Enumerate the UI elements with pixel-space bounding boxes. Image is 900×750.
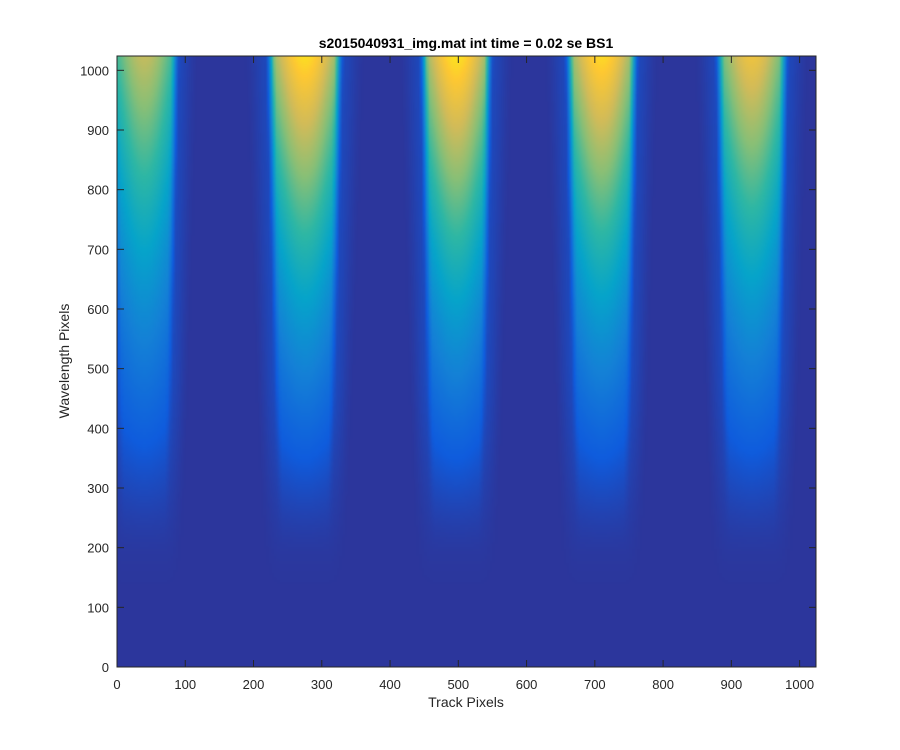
y-tick-label: 300	[87, 481, 109, 496]
x-tick-label: 1000	[785, 677, 814, 692]
y-tick-label: 900	[87, 123, 109, 138]
y-tick-label: 700	[87, 242, 109, 257]
y-tick-label: 600	[87, 302, 109, 317]
x-tick-label: 0	[113, 677, 120, 692]
y-tick-label: 800	[87, 183, 109, 198]
x-tick-label: 900	[721, 677, 743, 692]
y-tick-label: 500	[87, 362, 109, 377]
x-tick-label: 800	[652, 677, 674, 692]
y-tick-label: 100	[87, 600, 109, 615]
x-axis: 0 100 200 300 400 500 600 700 800 900 1000	[113, 56, 814, 692]
x-tick-label: 500	[447, 677, 469, 692]
y-tick-label: 0	[102, 660, 109, 675]
plot-area	[116, 55, 817, 668]
y-tick-label: 400	[87, 421, 109, 436]
y-tick-label: 200	[87, 541, 109, 556]
x-tick-label: 200	[243, 677, 265, 692]
y-axis: 0 100 200 300 400 500 600 700 800 900 1000	[80, 63, 816, 675]
y-axis-label: Wavelength Pixels	[56, 304, 72, 419]
x-tick-label: 700	[584, 677, 606, 692]
x-axis-label: Track Pixels	[428, 694, 504, 710]
heatmap-image	[117, 56, 816, 667]
plot-border	[116, 55, 817, 668]
x-tick-label: 600	[516, 677, 538, 692]
chart-title: s2015040931_img.mat int time = 0.02 se B…	[319, 35, 614, 51]
x-tick-label: 400	[379, 677, 401, 692]
y-tick-label: 1000	[80, 63, 109, 78]
x-tick-label: 100	[174, 677, 196, 692]
x-tick-label: 300	[311, 677, 333, 692]
